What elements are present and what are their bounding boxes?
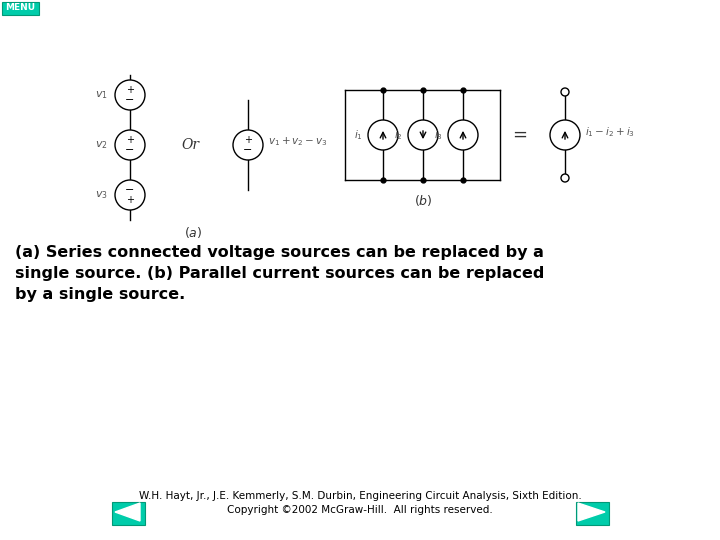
FancyBboxPatch shape (1, 2, 38, 15)
Circle shape (115, 80, 145, 110)
Text: Copyright ©2002 McGraw-Hill.  All rights reserved.: Copyright ©2002 McGraw-Hill. All rights … (227, 505, 493, 515)
Text: −: − (125, 95, 135, 105)
Text: W.H. Hayt, Jr., J.E. Kemmerly, S.M. Durbin, Engineering Circuit Analysis, Sixth : W.H. Hayt, Jr., J.E. Kemmerly, S.M. Durb… (139, 491, 581, 501)
Text: −: − (243, 145, 253, 155)
Text: (a) Series connected voltage sources can be replaced by a
single source. (b) Par: (a) Series connected voltage sources can… (15, 245, 544, 302)
Circle shape (115, 180, 145, 210)
Circle shape (448, 120, 478, 150)
Polygon shape (578, 503, 605, 521)
Circle shape (233, 130, 263, 160)
Circle shape (561, 174, 569, 182)
Text: MENU: MENU (5, 3, 35, 12)
Text: $v_2$: $v_2$ (95, 139, 108, 151)
Text: +: + (126, 195, 134, 205)
FancyBboxPatch shape (112, 502, 145, 524)
FancyBboxPatch shape (575, 502, 608, 524)
Text: +: + (126, 85, 134, 95)
Text: $i_3$: $i_3$ (434, 128, 443, 142)
Circle shape (368, 120, 398, 150)
Text: $v_1$: $v_1$ (95, 89, 108, 101)
Text: =: = (513, 126, 528, 144)
Text: +: + (244, 135, 252, 145)
Circle shape (561, 88, 569, 96)
Text: $v_1 + v_2 - v_3$: $v_1 + v_2 - v_3$ (268, 136, 328, 148)
Text: $v_3$: $v_3$ (95, 189, 108, 201)
Polygon shape (115, 503, 140, 521)
Text: −: − (125, 185, 135, 195)
Text: −: − (125, 145, 135, 155)
Text: Or: Or (181, 138, 199, 152)
Circle shape (550, 120, 580, 150)
Text: +: + (126, 135, 134, 145)
Text: $(b)$: $(b)$ (414, 192, 432, 207)
Circle shape (408, 120, 438, 150)
Text: $i_2$: $i_2$ (395, 128, 403, 142)
Circle shape (115, 130, 145, 160)
Text: $i_1$: $i_1$ (354, 128, 363, 142)
Text: $i_1 - i_2 + i_3$: $i_1 - i_2 + i_3$ (585, 125, 635, 139)
Text: $(a)$: $(a)$ (184, 225, 202, 240)
